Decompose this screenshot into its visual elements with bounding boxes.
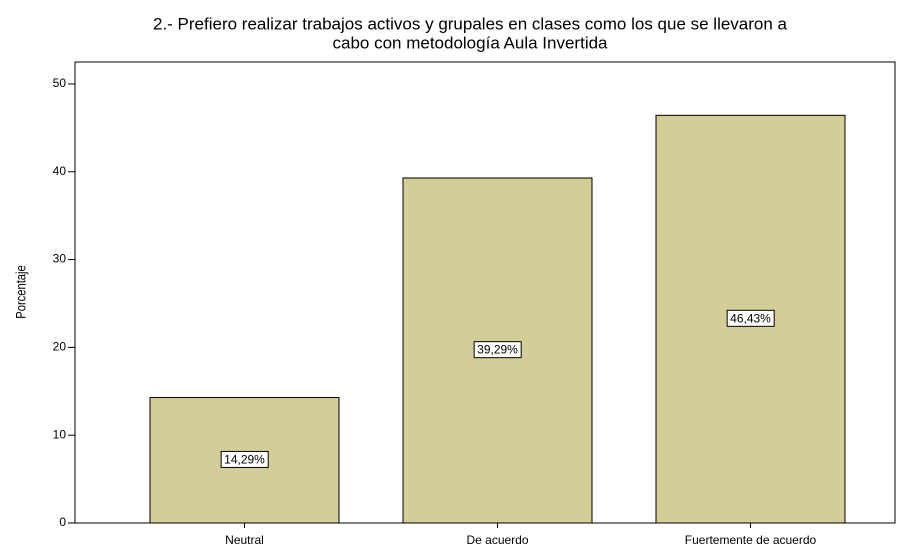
data-label-box: [726, 309, 775, 327]
data-label: 39,29%: [477, 343, 518, 357]
x-tick-label: Fuertemente de acuerdo: [685, 533, 817, 547]
y-tick-label: 0: [59, 515, 66, 529]
x-tick-label: De acuerdo: [466, 533, 528, 547]
y-tick-label: 30: [53, 252, 67, 266]
data-label: 14,29%: [224, 452, 265, 466]
y-tick-label: 20: [53, 340, 67, 354]
data-label-box: [473, 341, 522, 359]
y-axis-label: Porcentaje: [14, 265, 29, 318]
data-label-box: [220, 450, 269, 468]
y-tick-label: 40: [53, 164, 67, 178]
chart-title: 2.- Prefiero realizar trabajos activos y…: [153, 14, 788, 33]
y-tick-label: 50: [53, 76, 67, 90]
chart-title: cabo con metodología Aula Invertida: [332, 33, 608, 52]
data-label: 46,43%: [730, 311, 771, 325]
y-tick-label: 10: [53, 427, 67, 441]
x-tick-label: Neutral: [225, 533, 264, 547]
